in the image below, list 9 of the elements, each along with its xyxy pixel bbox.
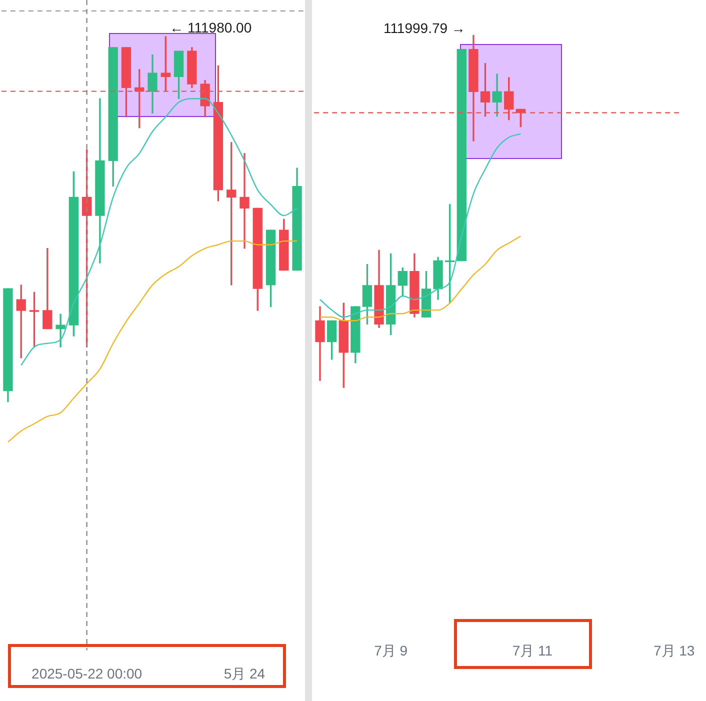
x-tick-label: 5月 24	[224, 665, 266, 682]
annotation: 111999.79 →	[383, 20, 466, 36]
x-tick-label: 7月 13	[653, 642, 695, 658]
text: ← 111980.00	[170, 19, 252, 36]
candlestick	[240, 153, 250, 249]
x-tick-label: 7月 9	[374, 642, 408, 658]
candlestick	[56, 314, 66, 348]
x-tick-label: 2025-05-22 00:00	[32, 665, 142, 682]
x-tick-label: 7月 11	[512, 642, 553, 658]
